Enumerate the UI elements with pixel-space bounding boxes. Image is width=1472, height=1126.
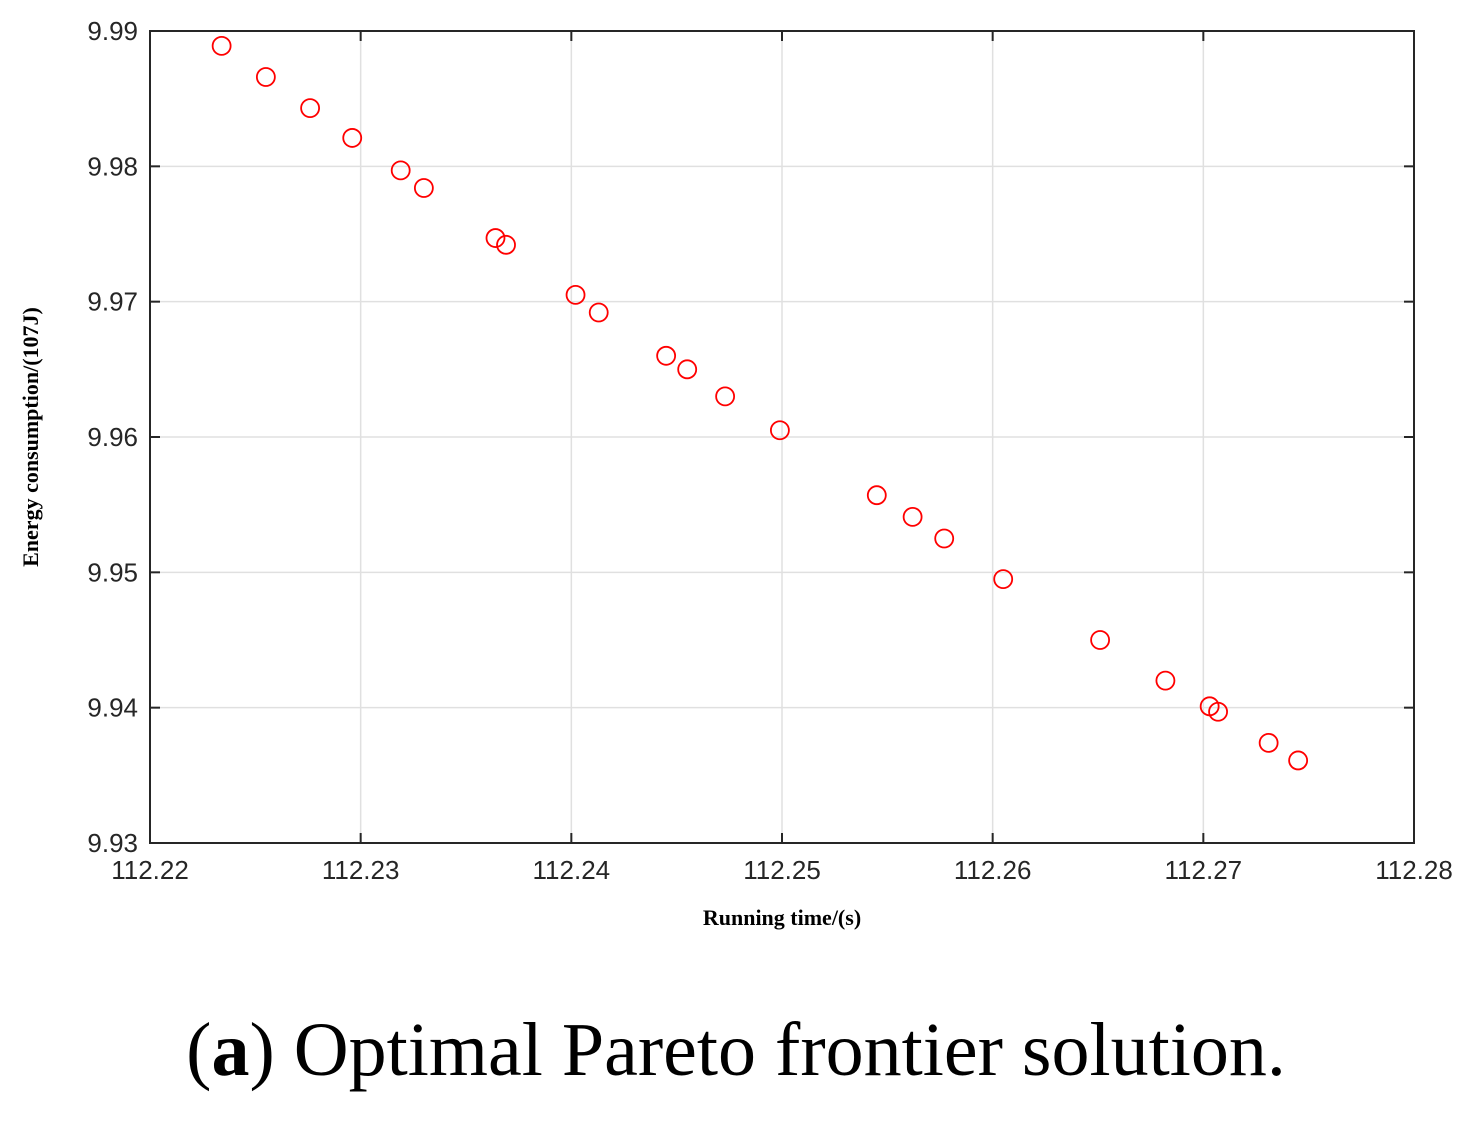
y-tick-label: 9.99 bbox=[87, 16, 138, 46]
data-point bbox=[1258, 732, 1279, 753]
grid-lines bbox=[150, 31, 1414, 843]
data-point bbox=[1288, 750, 1309, 771]
y-axis-label: Energy consumption/(107J) bbox=[18, 307, 43, 567]
axis-ticks: 112.22 112.23 112.24 112.25 112.26 112.27 112.… bbox=[87, 16, 1452, 885]
x-axis-label: Running time/(s) bbox=[703, 905, 861, 930]
data-point bbox=[1208, 701, 1228, 722]
data-point bbox=[300, 98, 321, 119]
data-point bbox=[390, 160, 411, 181]
y-tick-label: 9.93 bbox=[87, 828, 138, 858]
x-tick-label: 112.22 bbox=[111, 855, 189, 885]
x-tick-label: 112.23 bbox=[322, 855, 400, 885]
data-point bbox=[902, 506, 923, 527]
x-tick-label: 112.28 bbox=[1375, 855, 1453, 885]
y-tick-label: 9.97 bbox=[87, 287, 138, 317]
data-point bbox=[588, 302, 609, 323]
data-point bbox=[1155, 670, 1176, 691]
x-tick-label: 112.24 bbox=[533, 855, 611, 885]
data-point bbox=[485, 228, 506, 248]
y-tick-label: 9.98 bbox=[87, 151, 138, 181]
data-point bbox=[866, 485, 887, 506]
data-point bbox=[211, 35, 232, 56]
y-tick-label: 9.94 bbox=[87, 693, 138, 723]
x-tick-label: 112.25 bbox=[743, 855, 821, 885]
data-point bbox=[565, 284, 586, 305]
y-tick-label: 9.96 bbox=[87, 422, 138, 452]
x-tick-label: 112.26 bbox=[954, 855, 1032, 885]
data-points bbox=[211, 35, 1309, 771]
figure-caption: (a) Optimal Pareto frontier solution. bbox=[0, 1012, 1472, 1088]
data-point bbox=[656, 345, 677, 366]
caption-text: ) Optimal Pareto frontier solution. bbox=[249, 1008, 1286, 1092]
data-point bbox=[715, 386, 736, 407]
data-point bbox=[496, 234, 516, 255]
data-point bbox=[993, 569, 1014, 589]
caption-open-paren: ( bbox=[186, 1008, 212, 1092]
data-point bbox=[342, 128, 363, 148]
y-tick-label: 9.95 bbox=[87, 557, 138, 587]
data-point bbox=[1090, 630, 1111, 650]
caption-letter: a bbox=[211, 1008, 250, 1092]
pareto-scatter-chart: 112.22 112.23 112.24 112.25 112.26 112.27 112.… bbox=[18, 16, 1453, 930]
data-point bbox=[677, 359, 698, 380]
x-tick-label: 112.27 bbox=[1165, 855, 1243, 885]
data-point bbox=[413, 178, 434, 198]
data-point bbox=[769, 420, 790, 441]
data-point bbox=[934, 528, 955, 549]
data-point bbox=[255, 67, 276, 87]
